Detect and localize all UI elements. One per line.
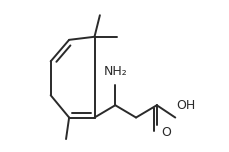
Text: OH: OH xyxy=(176,99,196,112)
Text: O: O xyxy=(161,126,171,139)
Text: NH₂: NH₂ xyxy=(104,65,127,78)
